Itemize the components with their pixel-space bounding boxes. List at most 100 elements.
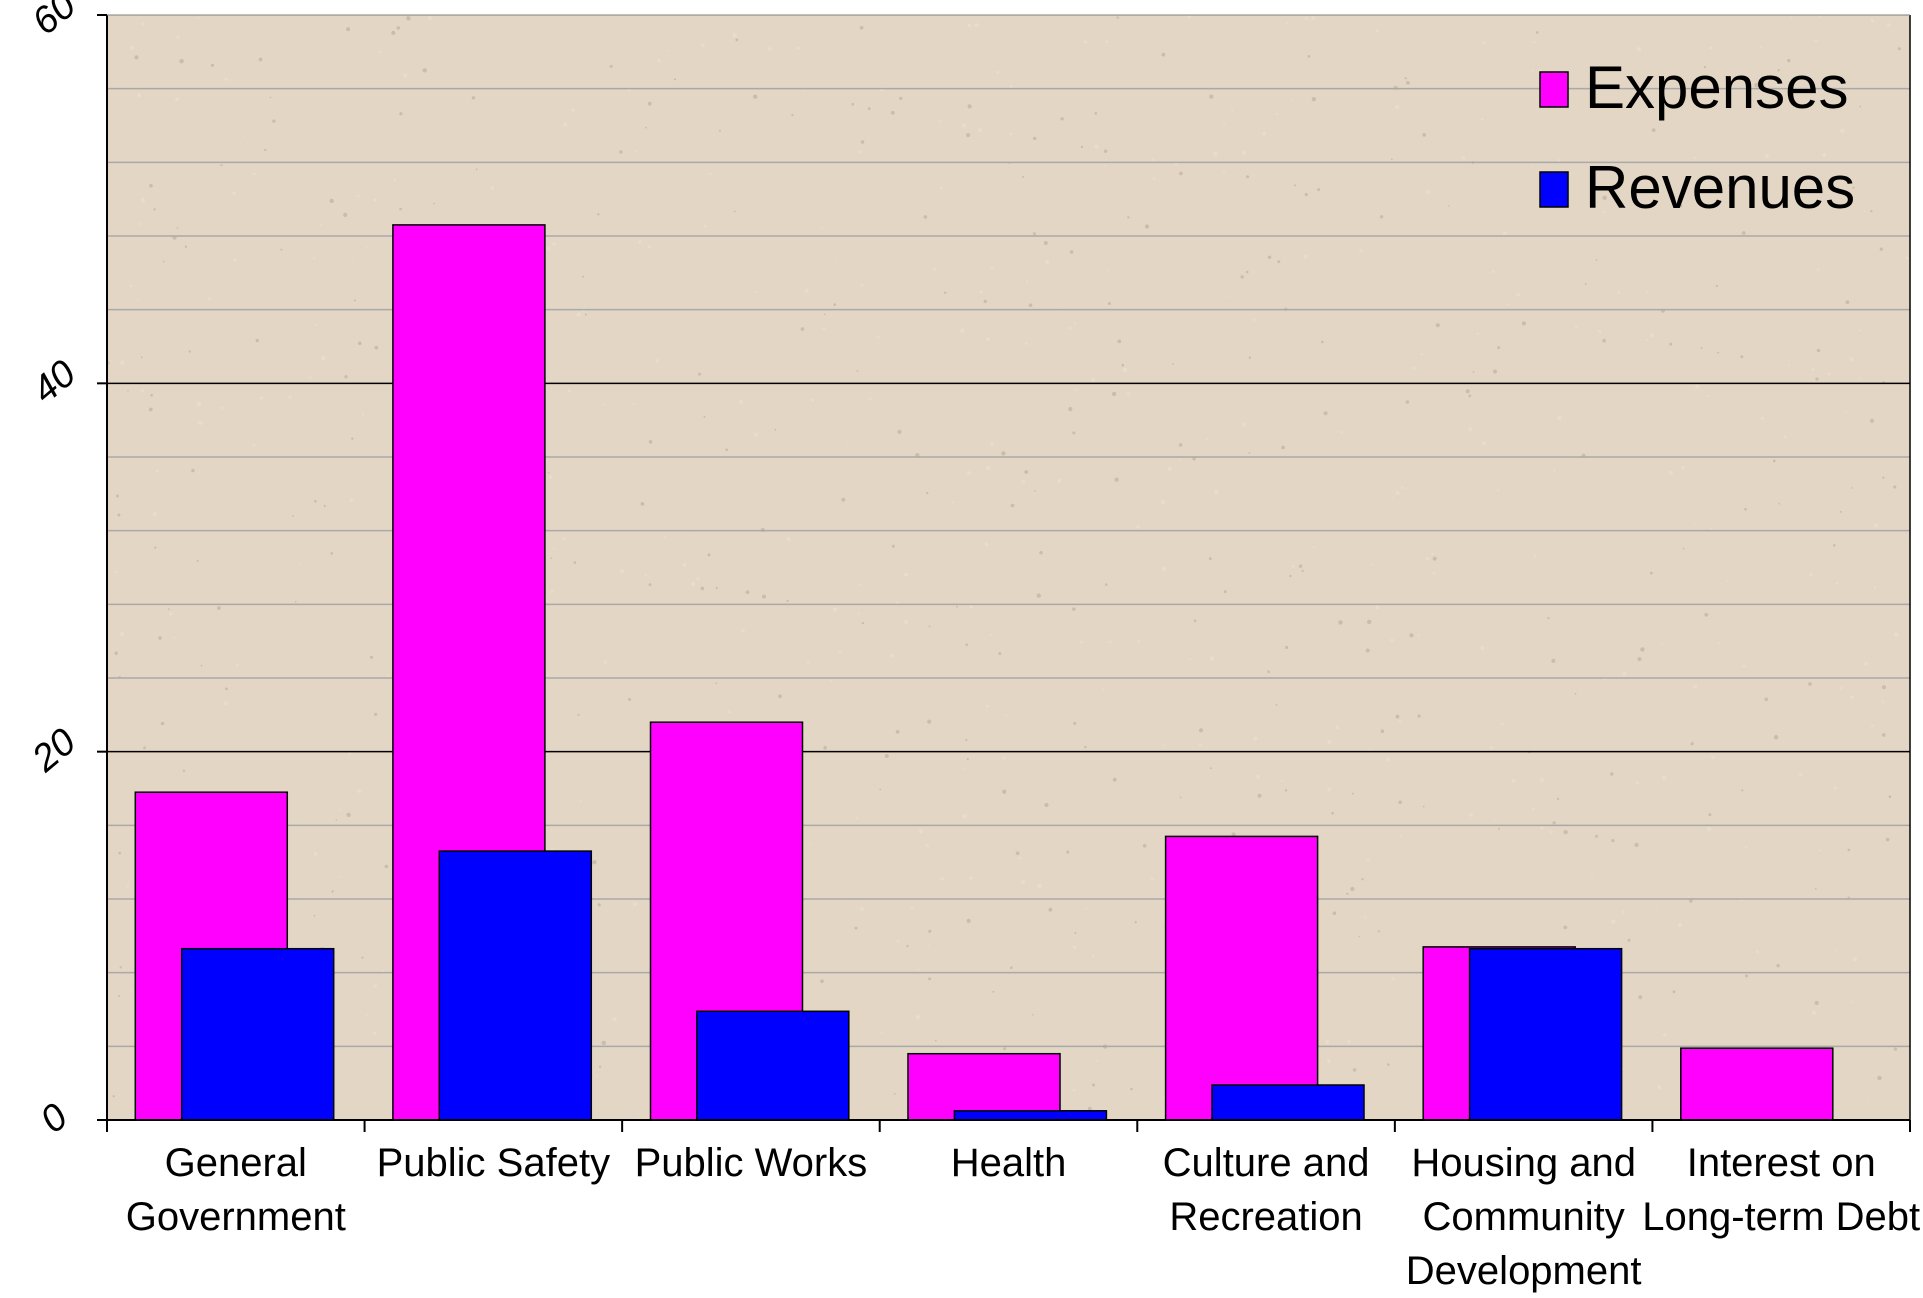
texture-speck [1107,302,1111,305]
texture-speck [725,448,728,452]
bar-revenues-1 [438,850,593,1121]
texture-speck [1114,477,1119,482]
texture-speck [1694,156,1697,159]
texture-speck [1535,31,1539,34]
texture-speck [475,168,478,171]
texture-speck [1398,720,1401,723]
texture-speck [1073,322,1076,325]
texture-speck [856,817,859,820]
texture-speck [1432,556,1437,561]
texture-speck [739,399,744,404]
texture-speck [1045,260,1050,264]
texture-speck [1193,619,1197,623]
texture-speck [173,636,176,639]
texture-speck [314,500,317,503]
texture-speck [986,465,991,471]
texture-speck [1267,255,1272,259]
texture-speck [1811,1010,1816,1015]
texture-speck [571,108,575,112]
texture-speck [1127,216,1130,219]
bar-expenses-4 [1164,835,1319,1121]
texture-speck [709,172,712,175]
texture-speck [1034,490,1036,492]
texture-speck [1087,1106,1092,1111]
texture-speck [1364,916,1367,919]
x-category-label-line: Housing and [1411,1141,1636,1185]
texture-speck [1024,470,1029,474]
texture-speck [1044,803,1049,807]
texture-speck [158,636,162,640]
texture-speck [1700,347,1703,350]
texture-speck [1710,528,1712,530]
texture-speck [1121,363,1125,367]
texture-speck [1815,664,1817,666]
texture-speck [1367,619,1372,625]
texture-speck [998,652,1002,655]
texture-speck [119,228,121,230]
texture-speck [823,313,826,316]
texture-speck [140,356,143,359]
texture-speck [833,222,836,225]
texture-speck [1026,280,1028,283]
texture-speck [1327,787,1331,792]
texture-speck [1018,856,1022,860]
texture-speck [638,240,642,244]
texture-speck [117,513,121,517]
texture-speck [1091,378,1096,382]
x-category-label-line: Community [1423,1195,1625,1239]
texture-speck [1365,648,1370,653]
texture-speck [891,544,895,548]
texture-speck [1881,733,1886,737]
texture-speck [374,712,378,717]
texture-speck [1516,293,1521,297]
texture-speck [1412,367,1416,370]
texture-speck [1395,490,1400,495]
texture-speck [1873,586,1877,589]
texture-speck [236,663,239,667]
texture-speck [1425,557,1430,561]
texture-speck [1693,684,1698,689]
texture-speck [1002,756,1005,760]
texture-speck [140,389,144,393]
texture-speck [1276,113,1279,116]
texture-speck [1549,831,1553,834]
texture-speck [1850,487,1853,489]
texture-speck [1760,416,1764,420]
texture-speck [120,360,125,365]
texture-speck [119,966,122,969]
texture-speck [148,407,153,412]
texture-speck [1574,692,1577,695]
texture-speck [841,497,846,502]
texture-speck [373,198,377,202]
texture-speck [1672,990,1676,994]
texture-speck [1390,638,1394,643]
texture-speck [673,78,677,81]
texture-speck [1092,955,1095,958]
texture-speck [1709,189,1712,192]
texture-speck [1122,367,1127,372]
texture-speck [1622,671,1627,676]
bar-revenues-4 [1211,1084,1365,1121]
texture-speck [1590,873,1594,876]
texture-speck [1754,82,1759,88]
texture-speck [549,475,553,479]
texture-speck [1493,818,1496,821]
texture-speck [904,572,909,577]
texture-speck [1327,739,1332,744]
texture-speck [118,851,122,855]
texture-speck [1772,459,1776,463]
texture-speck [1304,193,1308,197]
texture-speck [1741,789,1744,792]
texture-speck [1422,133,1427,137]
texture-speck [154,546,157,549]
y-tick-label: 40 [25,352,84,411]
texture-speck [313,257,316,260]
texture-speck [960,328,965,333]
texture-speck [1870,210,1873,213]
texture-speck [551,848,553,850]
texture-speck [1847,848,1851,852]
texture-speck [1557,159,1561,163]
texture-speck [1292,565,1295,568]
texture-speck [1253,736,1258,741]
texture-speck [1540,778,1544,782]
